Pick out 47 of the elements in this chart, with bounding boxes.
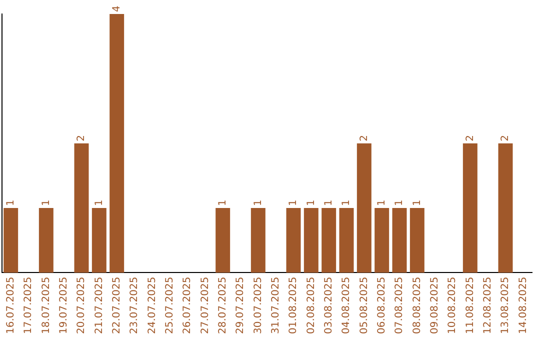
x-tick-label: 24.07.2025 [146,276,158,334]
x-tick-label: 31.07.2025 [270,276,282,334]
data-label: 2 [464,134,476,142]
x-tick-label: 06.08.2025 [376,276,388,334]
x-tick-label: 30.07.2025 [252,276,264,334]
x-tick-label: 14.08.2025 [518,276,529,334]
x-tick-label: 05.08.2025 [358,276,370,334]
x-tick-label: 26.07.2025 [182,276,194,334]
data-label: 4 [111,6,122,12]
x-tick-label: 27.07.2025 [200,276,211,334]
x-tick-label: 10.08.2025 [447,276,458,334]
x-tick-label: 19.07.2025 [58,276,70,334]
data-label: 1 [217,200,228,206]
data-label: 2 [76,134,88,142]
x-tick-label: 08.08.2025 [412,276,423,334]
data-label: 1 [5,200,16,206]
x-tick-label: 12.08.2025 [482,276,494,334]
x-tick-label: 13.08.2025 [500,276,512,334]
data-label: 1 [412,200,423,206]
x-tick-label: 11.08.2025 [464,276,476,334]
x-tick-label: 20.07.2025 [76,276,88,334]
data-label: 1 [376,200,388,206]
x-tick-label: 25.07.2025 [164,276,176,334]
x-tick-label: 28.07.2025 [217,276,228,334]
x-tick-label: 18.07.2025 [40,276,52,334]
data-label: 1 [323,200,334,206]
x-tick-label: 04.08.2025 [341,276,352,334]
x-tick-label: 23.07.2025 [129,276,140,334]
x-tick-label: 09.08.2025 [429,276,440,334]
data-label: 1 [306,200,317,206]
x-tick-label: 29.07.2025 [235,276,246,334]
x-tick-label: 22.07.2025 [111,276,122,334]
x-tick-label: 21.07.2025 [94,276,105,334]
x-tick-label: 02.08.2025 [306,276,317,334]
x-tick-label: 07.08.2025 [394,276,406,334]
data-label: 1 [394,200,406,206]
x-tick-label: 17.07.2025 [23,276,34,334]
data-label: 1 [252,200,264,206]
x-tick-label: 03.08.2025 [323,276,334,334]
data-label: 2 [358,134,370,142]
data-label: 1 [288,200,300,206]
data-label: 1 [40,200,52,206]
data-label: 2 [500,134,512,142]
data-label: 1 [94,200,105,206]
x-tick-label: 16.07.2025 [5,276,16,334]
x-tick-label: 01.08.2025 [288,276,300,334]
data-label: 1 [341,200,352,206]
